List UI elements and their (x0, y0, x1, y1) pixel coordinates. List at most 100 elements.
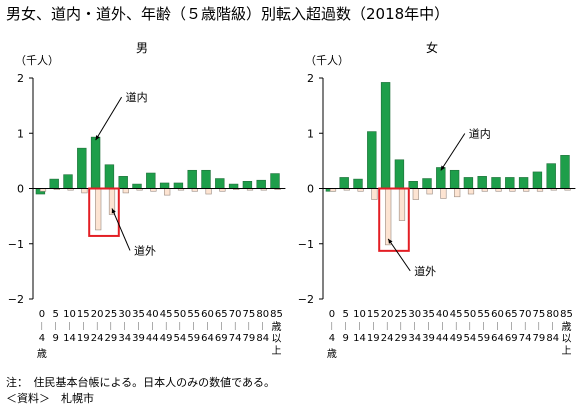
x-tick-sep: ｜ (480, 322, 488, 331)
x-tick-label-top: 5 (343, 309, 349, 320)
x-tick-label-top: 60 (491, 309, 504, 320)
x-tick-label-top: 85 (560, 309, 573, 320)
bar-donai-6 (118, 176, 128, 189)
callout-label-dogai: 道外 (134, 243, 156, 257)
bar-donai-10 (173, 182, 184, 189)
bar-donai-7 (132, 183, 142, 189)
x-tick-label-bottom: 14 (353, 333, 366, 344)
charts: 男（千人）210−1−2道内道外0｜4歳5｜910｜1415｜1920｜2425… (8, 40, 576, 360)
bar-donai-10 (463, 177, 474, 189)
x-tick-sep: ｜ (356, 322, 364, 331)
x-tick-label-top: 85 (270, 309, 283, 320)
y-axis-unit: （千人） (15, 54, 59, 67)
bar-donai-5 (394, 159, 405, 189)
x-tick-label-top: 65 (505, 309, 518, 320)
bar-donai-8 (146, 172, 156, 189)
x-tick-sep: ｜ (507, 322, 515, 331)
x-tick-label-bottom: 4 (329, 333, 335, 344)
x-tick-label-top: 55 (477, 309, 490, 320)
x-tick-label-bottom: 84 (546, 333, 559, 344)
x-tick-label-top: 75 (243, 309, 256, 320)
x-tick-label-bottom: 49 (160, 333, 173, 344)
x-tick-label-bottom: 64 (201, 333, 214, 344)
y-tick-label: 2 (307, 72, 314, 85)
bar-donai-16 (546, 163, 556, 189)
x-tick-sep: ｜ (217, 322, 225, 331)
x-tick-label-top: 15 (77, 309, 90, 320)
x-tick-label-bottom: 9 (53, 333, 59, 344)
bar-donai-16 (256, 179, 266, 189)
y-tick-label: 0 (17, 183, 24, 196)
bar-donai-1 (49, 178, 59, 189)
bar-donai-5 (104, 164, 115, 189)
x-tick-label-top: 30 (118, 309, 131, 320)
y-tick-label: −1 (298, 238, 314, 251)
bar-donai-4 (90, 136, 101, 189)
bar-dogai-4 (385, 188, 392, 246)
x-tick-sep: ｜ (521, 322, 529, 331)
x-tick-sep: ｜ (176, 322, 184, 331)
bar-donai-17 (270, 173, 280, 189)
x-tick-label-top: 0 (329, 309, 335, 320)
x-tick-label-top: 5 (53, 309, 59, 320)
x-tick-label-bottom: 34 (408, 333, 421, 344)
callout-arrowhead (95, 135, 100, 141)
y-tick-label: 1 (17, 127, 24, 140)
bar-dogai-8 (440, 188, 447, 199)
highlight-box (378, 187, 410, 252)
x-tick-label-top: 70 (519, 309, 532, 320)
bar-donai-12 (201, 169, 211, 189)
bar-dogai-7 (426, 188, 433, 195)
bar-donai-15 (532, 171, 543, 189)
x-tick-label-top: 70 (229, 309, 242, 320)
x-tick-label-top: 10 (63, 309, 76, 320)
bar-donai-13 (215, 178, 225, 189)
x-tick-sep: ｜ (93, 322, 101, 331)
callout-label-dogai: 道外 (414, 264, 436, 278)
x-tick-label-bottom: 54 (174, 333, 187, 344)
x-tick-label-bottom: 4 (39, 333, 45, 344)
x-tick-label-bottom: 54 (464, 333, 477, 344)
y-tick-label: −2 (8, 293, 24, 306)
x-tick-label-top: 45 (160, 309, 173, 320)
x-tick-label-top: 0 (39, 309, 45, 320)
bar-donai-11 (477, 176, 487, 189)
x-tick-label-top: 40 (436, 309, 449, 320)
y-tick-label: 0 (307, 183, 314, 196)
y-tick-label: 1 (307, 127, 314, 140)
x-tick-sep: ｜ (231, 322, 239, 331)
x-tick-label-bottom: 39 (132, 333, 145, 344)
x-tick-label-extra: 歳 (37, 348, 47, 360)
bar-donai-9 (449, 169, 460, 189)
callout-arrowhead (111, 208, 116, 214)
bar-donai-17 (560, 155, 570, 189)
x-tick-label-bottom: 59 (477, 333, 490, 344)
x-tick-label-bottom: 39 (422, 333, 435, 344)
y-tick-label: 2 (17, 72, 24, 85)
bar-dogai-6 (122, 188, 129, 194)
x-tick-label-top: 25 (395, 309, 408, 320)
x-tick-sep: ｜ (425, 322, 433, 331)
bar-donai-14 (228, 183, 239, 189)
y-axis-unit: （千人） (305, 54, 349, 67)
panel-title: 女 (426, 40, 438, 55)
x-tick-label-top: 60 (201, 309, 214, 320)
x-tick-label-bottom: 69 (505, 333, 518, 344)
x-tick-sep: ｜ (383, 322, 391, 331)
bar-donai-7 (422, 178, 432, 189)
bar-donai-3 (367, 131, 377, 189)
x-tick-label-bottom: 69 (215, 333, 228, 344)
chart-panel-0: 男（千人）210−1−2道内道外0｜4歳5｜910｜1415｜1920｜2425… (8, 41, 286, 360)
x-tick-label-top: 15 (367, 309, 380, 320)
bar-dogai-12 (205, 188, 212, 195)
bar-donai-14 (518, 177, 529, 189)
callout-label-donai: 道内 (126, 90, 148, 104)
x-tick-label-bottom: 44 (146, 333, 159, 344)
x-tick-label-bottom: 79 (533, 333, 546, 344)
x-tick-label-top: 55 (187, 309, 200, 320)
bar-donai-13 (505, 177, 515, 189)
bar-donai-1 (339, 177, 349, 189)
x-tick-sep: ｜ (121, 322, 129, 331)
x-tick-sep: ｜ (148, 322, 156, 331)
x-tick-sep: ｜ (66, 322, 74, 331)
